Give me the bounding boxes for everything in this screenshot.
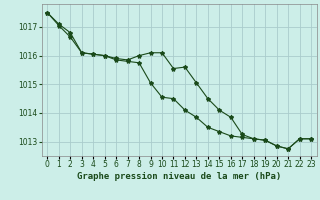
X-axis label: Graphe pression niveau de la mer (hPa): Graphe pression niveau de la mer (hPa): [77, 172, 281, 181]
